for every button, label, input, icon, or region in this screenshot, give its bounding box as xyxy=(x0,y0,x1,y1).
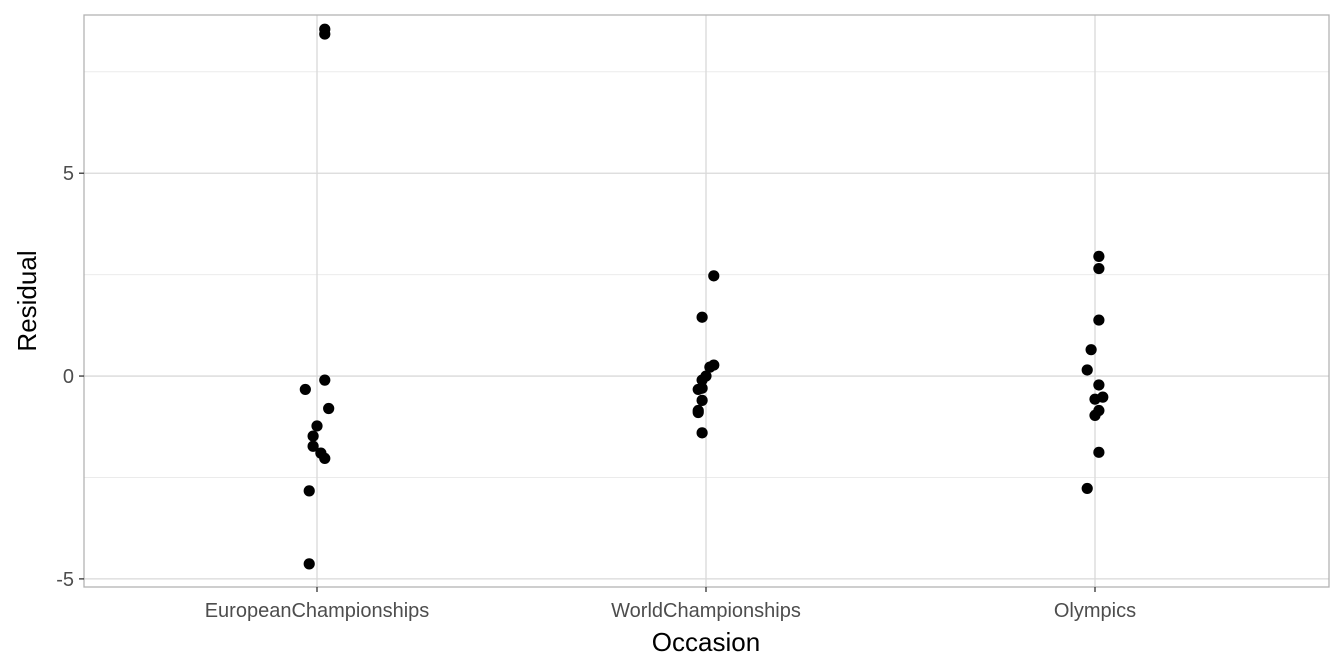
data-point xyxy=(1089,409,1101,421)
x-tick-label: WorldChampionships xyxy=(611,600,801,622)
data-point xyxy=(696,374,708,386)
data-point xyxy=(1089,393,1101,405)
data-point xyxy=(692,383,704,396)
data-point xyxy=(696,311,708,323)
grid-major xyxy=(84,15,1329,587)
data-point xyxy=(303,558,315,570)
y-axis-ticks: -5 0 5 xyxy=(56,163,84,591)
data-points xyxy=(299,23,1109,570)
x-axis-ticks: EuropeanChampionships WorldChampionships O… xyxy=(205,587,1136,622)
data-point xyxy=(307,440,319,452)
data-point xyxy=(1093,250,1105,262)
data-point xyxy=(696,394,708,406)
y-tick-label: 0 xyxy=(63,366,74,388)
data-point xyxy=(307,430,319,442)
data-point xyxy=(1093,379,1105,391)
x-tick-label: EuropeanChampionships xyxy=(205,600,430,622)
y-tick-label: -5 xyxy=(56,569,74,591)
data-point xyxy=(696,427,708,439)
data-point xyxy=(319,28,331,40)
data-point xyxy=(1081,364,1093,376)
y-axis-title: Residual xyxy=(12,250,42,351)
data-point xyxy=(1093,314,1105,326)
data-point xyxy=(704,361,716,373)
data-point xyxy=(1093,446,1105,458)
data-point xyxy=(323,402,335,415)
data-point xyxy=(311,420,323,432)
data-point xyxy=(299,383,311,396)
data-point xyxy=(303,485,315,497)
data-point xyxy=(708,270,720,282)
data-point xyxy=(319,452,331,465)
data-point xyxy=(1093,262,1105,275)
y-tick-label: 5 xyxy=(63,163,74,185)
data-point xyxy=(1081,482,1093,495)
data-point xyxy=(692,406,704,419)
data-point xyxy=(1085,344,1097,356)
data-point xyxy=(319,374,331,386)
x-tick-label: Olympics xyxy=(1054,600,1136,622)
x-axis-title: Occasion xyxy=(652,627,760,657)
